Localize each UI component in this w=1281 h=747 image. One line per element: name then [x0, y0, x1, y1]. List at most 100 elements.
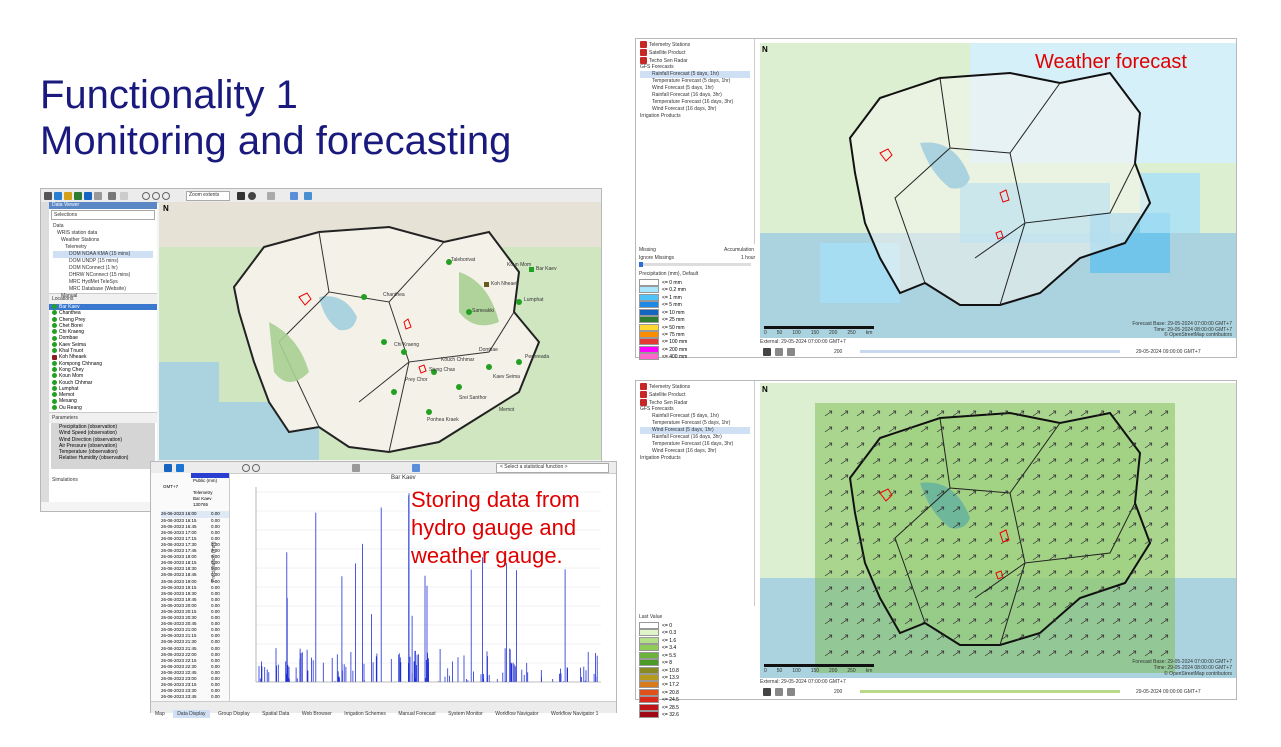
tab-workflow-navigator[interactable]: Workflow Navigator — [495, 711, 539, 717]
tree-item[interactable]: WRIS station data — [57, 230, 98, 236]
animation-speed[interactable]: 200 — [834, 349, 843, 355]
tab-spatial-data[interactable]: Spatial Data — [262, 711, 290, 717]
help-icon[interactable] — [120, 192, 128, 200]
parameter-item[interactable]: Temperature (observation) — [59, 449, 118, 456]
tab-group-display[interactable]: Group Display — [218, 711, 250, 717]
table-row[interactable]: 26-06-2023 20:15 0.00 — [161, 608, 220, 614]
tree-item[interactable]: DOM NConnect (1 hr) — [69, 265, 118, 271]
table-icon[interactable] — [84, 192, 92, 200]
accumulation-slider[interactable] — [639, 262, 751, 267]
step-icon[interactable] — [787, 348, 795, 356]
table-row[interactable]: 26-06-2023 22:45 0.00 — [161, 669, 220, 675]
zoom-out-icon[interactable] — [252, 464, 260, 472]
location-item[interactable]: Kompong Chhnang — [49, 361, 157, 367]
location-item[interactable]: Cheng Prey — [49, 317, 157, 323]
rain-map[interactable]: N Weather forecast 0 50 100 150 200 250 … — [760, 43, 1236, 338]
chart-icon[interactable] — [74, 192, 82, 200]
pan-icon[interactable] — [162, 192, 170, 200]
table-row[interactable]: 26-06-2023 21:30 0.00 — [161, 639, 220, 645]
tree-item[interactable]: Techo Sen Radar — [640, 398, 750, 407]
table-row[interactable]: 26-06-2023 23:30 0.00 — [161, 688, 220, 694]
chart-icon[interactable] — [164, 464, 172, 472]
parameter-item[interactable]: Air Pressure (observation) — [59, 442, 118, 449]
table-row[interactable]: 26-06-2023 16:15 0.00 — [161, 517, 220, 523]
location-item[interactable]: Kouch Chhmar — [49, 380, 157, 386]
table-row[interactable]: 26-06-2023 17:15 0.00 — [161, 535, 220, 541]
tree-item[interactable]: MRC HydMet TeleSys — [69, 279, 118, 285]
tree-item[interactable]: Telemetry — [65, 244, 87, 250]
tree-item[interactable]: Wind Forecast (5 days, 1hr) — [640, 427, 750, 435]
play-icon[interactable] — [763, 348, 771, 356]
warning-icon[interactable] — [304, 192, 312, 200]
location-item[interactable]: Dombae — [49, 335, 157, 341]
edit-icon[interactable] — [412, 464, 420, 472]
filter-icon[interactable] — [64, 192, 72, 200]
step-icon[interactable] — [787, 688, 795, 696]
tab-workflow-navigator-1[interactable]: Workflow Navigator 1 — [550, 711, 599, 717]
tree-item[interactable]: Rainfall Forecast (5 days, 1hr) — [652, 413, 719, 420]
tree-item[interactable]: GFS Forecasts — [640, 406, 674, 413]
table-row[interactable]: 26-06-2023 19:30 0.00 — [161, 590, 220, 596]
selections-dropdown[interactable]: Selections — [51, 210, 155, 220]
zoom-out-icon[interactable] — [152, 192, 160, 200]
stop-icon[interactable] — [775, 348, 783, 356]
location-item[interactable]: Ou Reang — [49, 405, 157, 411]
tree-item[interactable]: Temperature Forecast (16 days, 3hr) — [652, 99, 734, 106]
tab-web-browser[interactable]: Web Browser — [301, 711, 332, 717]
main-map[interactable]: Chanthea Taleborivat Lumphat Koun Mom Ba… — [159, 202, 601, 460]
layers-icon[interactable] — [267, 192, 275, 200]
table-row[interactable]: 26-06-2023 18:30 0.00 — [161, 566, 220, 572]
grid-icon[interactable] — [94, 192, 102, 200]
table-row[interactable]: 26-06-2023 17:00 0.00 — [161, 529, 220, 535]
table-row[interactable]: 26-06-2023 18:00 0.00 — [161, 554, 220, 560]
zoom-in-icon[interactable] — [142, 192, 150, 200]
wind-map[interactable]: N 0 50 100 150 200 250 km Forecast Base:… — [760, 383, 1236, 678]
time-slider[interactable] — [860, 350, 1120, 353]
table-row[interactable]: 26-06-2023 23:15 0.00 — [161, 682, 220, 688]
table-row[interactable]: 26-06-2023 23:45 0.00 — [161, 694, 220, 700]
tree-item[interactable]: Weather Stations — [61, 237, 100, 243]
zoom-in-icon[interactable] — [242, 464, 250, 472]
tree-item[interactable]: GFS Forecasts — [640, 64, 674, 71]
tree-item[interactable]: Wind Forecast (16 days, 3hr) — [652, 106, 717, 113]
table-icon[interactable] — [176, 464, 184, 472]
tree-item[interactable]: Temperature Forecast (5 days, 1hr) — [652, 420, 731, 427]
play-icon[interactable] — [763, 688, 771, 696]
tree-item[interactable]: Satellite Product — [640, 390, 750, 399]
tree-item[interactable]: Rainfall Forecast (5 days, 1hr) — [640, 71, 750, 79]
location-item[interactable]: Memot — [49, 392, 157, 398]
parameter-item[interactable]: Wind Direction (observation) — [59, 436, 123, 443]
tab-system-monitor[interactable]: System Monitor — [448, 711, 483, 717]
tab-map[interactable]: Map — [155, 711, 165, 717]
table-row[interactable]: 26-06-2023 20:30 0.00 — [161, 615, 220, 621]
table-row[interactable]: 26-06-2023 22:30 0.00 — [161, 663, 220, 669]
tools-icon[interactable] — [108, 192, 116, 200]
table-row[interactable]: 26-06-2023 17:30 0.00 — [161, 541, 220, 547]
ignore-missings-checkbox[interactable]: Ignore Missings — [639, 255, 675, 261]
measure-icon[interactable] — [290, 192, 298, 200]
table-row[interactable]: 26-06-2023 16:00 0.00 — [161, 511, 229, 518]
open-icon[interactable] — [44, 192, 52, 200]
tree-item[interactable]: Telemetry Stations — [640, 383, 750, 391]
statistical-function-select[interactable]: < Select a statistical function > — [496, 463, 609, 473]
tree-item[interactable]: Wind Forecast (5 days, 1hr) — [652, 85, 714, 92]
tree-item[interactable]: Temperature Forecast (16 days, 3hr) — [652, 441, 734, 448]
camera-icon[interactable] — [237, 192, 245, 200]
tree-item[interactable]: DOM NOAA KMA (15 mins) — [53, 251, 153, 258]
refresh-icon[interactable] — [54, 192, 62, 200]
tree-item[interactable]: Irrigation Products — [640, 455, 681, 462]
location-item[interactable]: Lumphat — [49, 386, 157, 392]
tree-item[interactable]: Wind Forecast (16 days, 3hr) — [652, 448, 717, 455]
missing-checkbox[interactable]: Missing — [639, 247, 656, 253]
table-row[interactable]: 26-06-2023 18:15 0.00 — [161, 560, 220, 566]
location-item[interactable]: Koun Mom — [49, 373, 157, 379]
table-row[interactable]: 26-06-2023 20:00 0.00 — [161, 602, 220, 608]
tree-item[interactable]: Data — [53, 223, 64, 229]
location-item[interactable]: Kong Chey — [49, 367, 157, 373]
tab-data-display[interactable]: Data Display — [173, 710, 210, 718]
location-item[interactable]: Mesang — [49, 398, 157, 404]
location-item[interactable]: Chanthea — [49, 310, 157, 316]
table-row[interactable]: 26-06-2023 21:45 0.00 — [161, 645, 220, 651]
location-item[interactable]: Koh Nheaek — [49, 354, 157, 360]
copy-icon[interactable] — [352, 464, 360, 472]
